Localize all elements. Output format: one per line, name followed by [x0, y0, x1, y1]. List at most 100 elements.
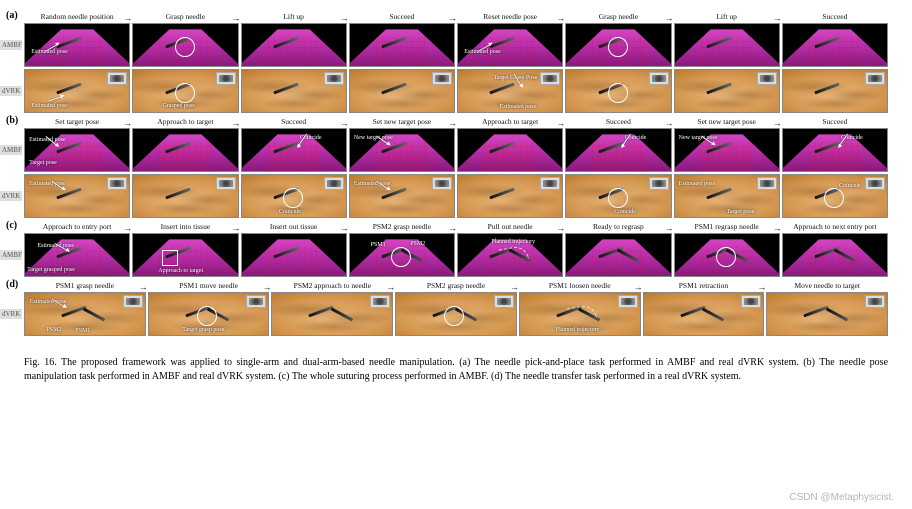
stage-label: PSM1 grasp needle→: [24, 279, 146, 292]
frame: Coincide: [565, 174, 671, 218]
frame: Estimated poseTarget pose: [674, 174, 780, 218]
pip-inset: [865, 295, 885, 308]
env-tag: AMBF: [0, 250, 22, 260]
panel-d-row-real: dVRKEstimated posePSM2PSM1Target grasp p…: [24, 292, 888, 336]
frame: [782, 23, 888, 67]
stage-label: Pull out needle→: [457, 220, 563, 233]
frame: Coincide: [565, 128, 671, 172]
stage-label: Insert into tissue→: [132, 220, 238, 233]
pip-inset: [649, 177, 669, 190]
stage-label: Insert out tissue→: [241, 220, 347, 233]
pip-inset: [540, 72, 560, 85]
pip-inset: [865, 72, 885, 85]
frame: [565, 69, 671, 113]
pip-inset: [107, 177, 127, 190]
frame: [132, 174, 238, 218]
pip-inset: [741, 295, 761, 308]
panel-c: (c) Approach to entry port→Insert into t…: [24, 220, 888, 277]
pip-inset: [432, 72, 452, 85]
pip-inset: [540, 177, 560, 190]
figure-caption-text: The proposed framework was applied to si…: [24, 357, 888, 382]
stage-label: PSM1 retraction→: [643, 279, 765, 292]
stage-label: Lift up→: [674, 10, 780, 23]
pip-inset: [757, 72, 777, 85]
stage-label: Set target pose→: [24, 115, 130, 128]
frame: Coincide: [782, 128, 888, 172]
panel-b-label: (b): [6, 115, 18, 126]
frame: Estimated posePSM2PSM1: [24, 292, 146, 336]
env-tag: AMBF: [0, 40, 22, 50]
frame: [241, 233, 347, 277]
frame: Estimated pose: [457, 23, 563, 67]
panel-c-label: (c): [6, 220, 17, 231]
frame: Estimated poseTarget pose: [24, 128, 130, 172]
panel-b-row-real: dVRKEstimated poseCoincideEstimated pose…: [24, 174, 888, 218]
highlight-square-icon: [162, 250, 178, 266]
stage-label: Succeed: [782, 115, 888, 128]
frame: Target Grasp PoseEstimated pose: [457, 69, 563, 113]
stage-label: Approach to entry port→: [24, 220, 130, 233]
pip-inset: [107, 72, 127, 85]
frame: [782, 233, 888, 277]
pip-inset: [246, 295, 266, 308]
stage-label: PSM1 move needle→: [148, 279, 270, 292]
frame: Coincide: [241, 174, 347, 218]
stage-label: PSM2 grasp needle→: [349, 220, 455, 233]
frame: [395, 292, 517, 336]
highlight-circle-icon: [391, 247, 411, 267]
highlight-circle-icon: [608, 83, 628, 103]
stage-label: Succeed→: [565, 115, 671, 128]
stage-label: Set new target pose→: [674, 115, 780, 128]
frame: [241, 69, 347, 113]
pip-inset: [216, 177, 236, 190]
panel-d-stages: PSM1 grasp needle→PSM1 move needle→PSM2 …: [24, 279, 888, 292]
figure-number: Fig. 16.: [24, 357, 57, 368]
panel-d: (d) PSM1 grasp needle→PSM1 move needle→P…: [24, 279, 888, 336]
frame: [457, 174, 563, 218]
stage-label: Ready to regrasp→: [565, 220, 671, 233]
panel-a: (a) Random needle position→Grasp needle→…: [24, 10, 888, 113]
pip-inset: [865, 177, 885, 190]
figure-wrap: (a) Random needle position→Grasp needle→…: [0, 0, 912, 346]
panel-a-row-real: dVRKEstimated poseGrasped poseTarget Gra…: [24, 69, 888, 113]
frame: New target pose: [349, 128, 455, 172]
frame: Approach to target: [132, 233, 238, 277]
pip-inset: [216, 72, 236, 85]
stage-label: Grasp needle→: [132, 10, 238, 23]
panel-a-stages: Random needle position→Grasp needle→Lift…: [24, 10, 888, 23]
stage-label: Approach to next entry port: [782, 220, 888, 233]
pip-inset: [370, 295, 390, 308]
panel-a-label: (a): [6, 10, 18, 21]
env-tag: dVRK: [0, 86, 22, 96]
stage-label: PSM2 approach to needle→: [271, 279, 393, 292]
panel-b: (b) Set target pose→Approach to target→S…: [24, 115, 888, 218]
frame: [674, 23, 780, 67]
env-tag: dVRK: [0, 309, 22, 319]
stage-label: Grasp needle→: [565, 10, 671, 23]
frame: New target pose: [674, 128, 780, 172]
stage-label: Succeed→: [241, 115, 347, 128]
frame: [241, 23, 347, 67]
watermark: CSDN @Metaphysicist.: [789, 492, 894, 503]
stage-label: PSM2 grasp needle→: [395, 279, 517, 292]
highlight-circle-icon: [197, 306, 217, 326]
highlight-circle-icon: [716, 247, 736, 267]
frame: [766, 292, 888, 336]
panel-c-row-sim: AMBFEstimated poseTarget grasped poseApp…: [24, 233, 888, 277]
panel-b-row-sim: AMBFEstimated poseTarget poseCoincideNew…: [24, 128, 888, 172]
frame: [674, 233, 780, 277]
highlight-circle-icon: [608, 37, 628, 57]
pip-inset: [324, 177, 344, 190]
frame: [674, 69, 780, 113]
pip-inset: [649, 72, 669, 85]
frame: Planned trajectory: [519, 292, 641, 336]
frame: Planned trajectory: [457, 233, 563, 277]
frame: Grasped pose: [132, 69, 238, 113]
frame: Estimated pose: [24, 69, 130, 113]
env-tag: AMBF: [0, 145, 22, 155]
stage-label: Approach to target→: [132, 115, 238, 128]
frame: Coincide: [241, 128, 347, 172]
frame: [643, 292, 765, 336]
stage-label: Lift up→: [241, 10, 347, 23]
stage-label: Move needle to target: [766, 279, 888, 292]
